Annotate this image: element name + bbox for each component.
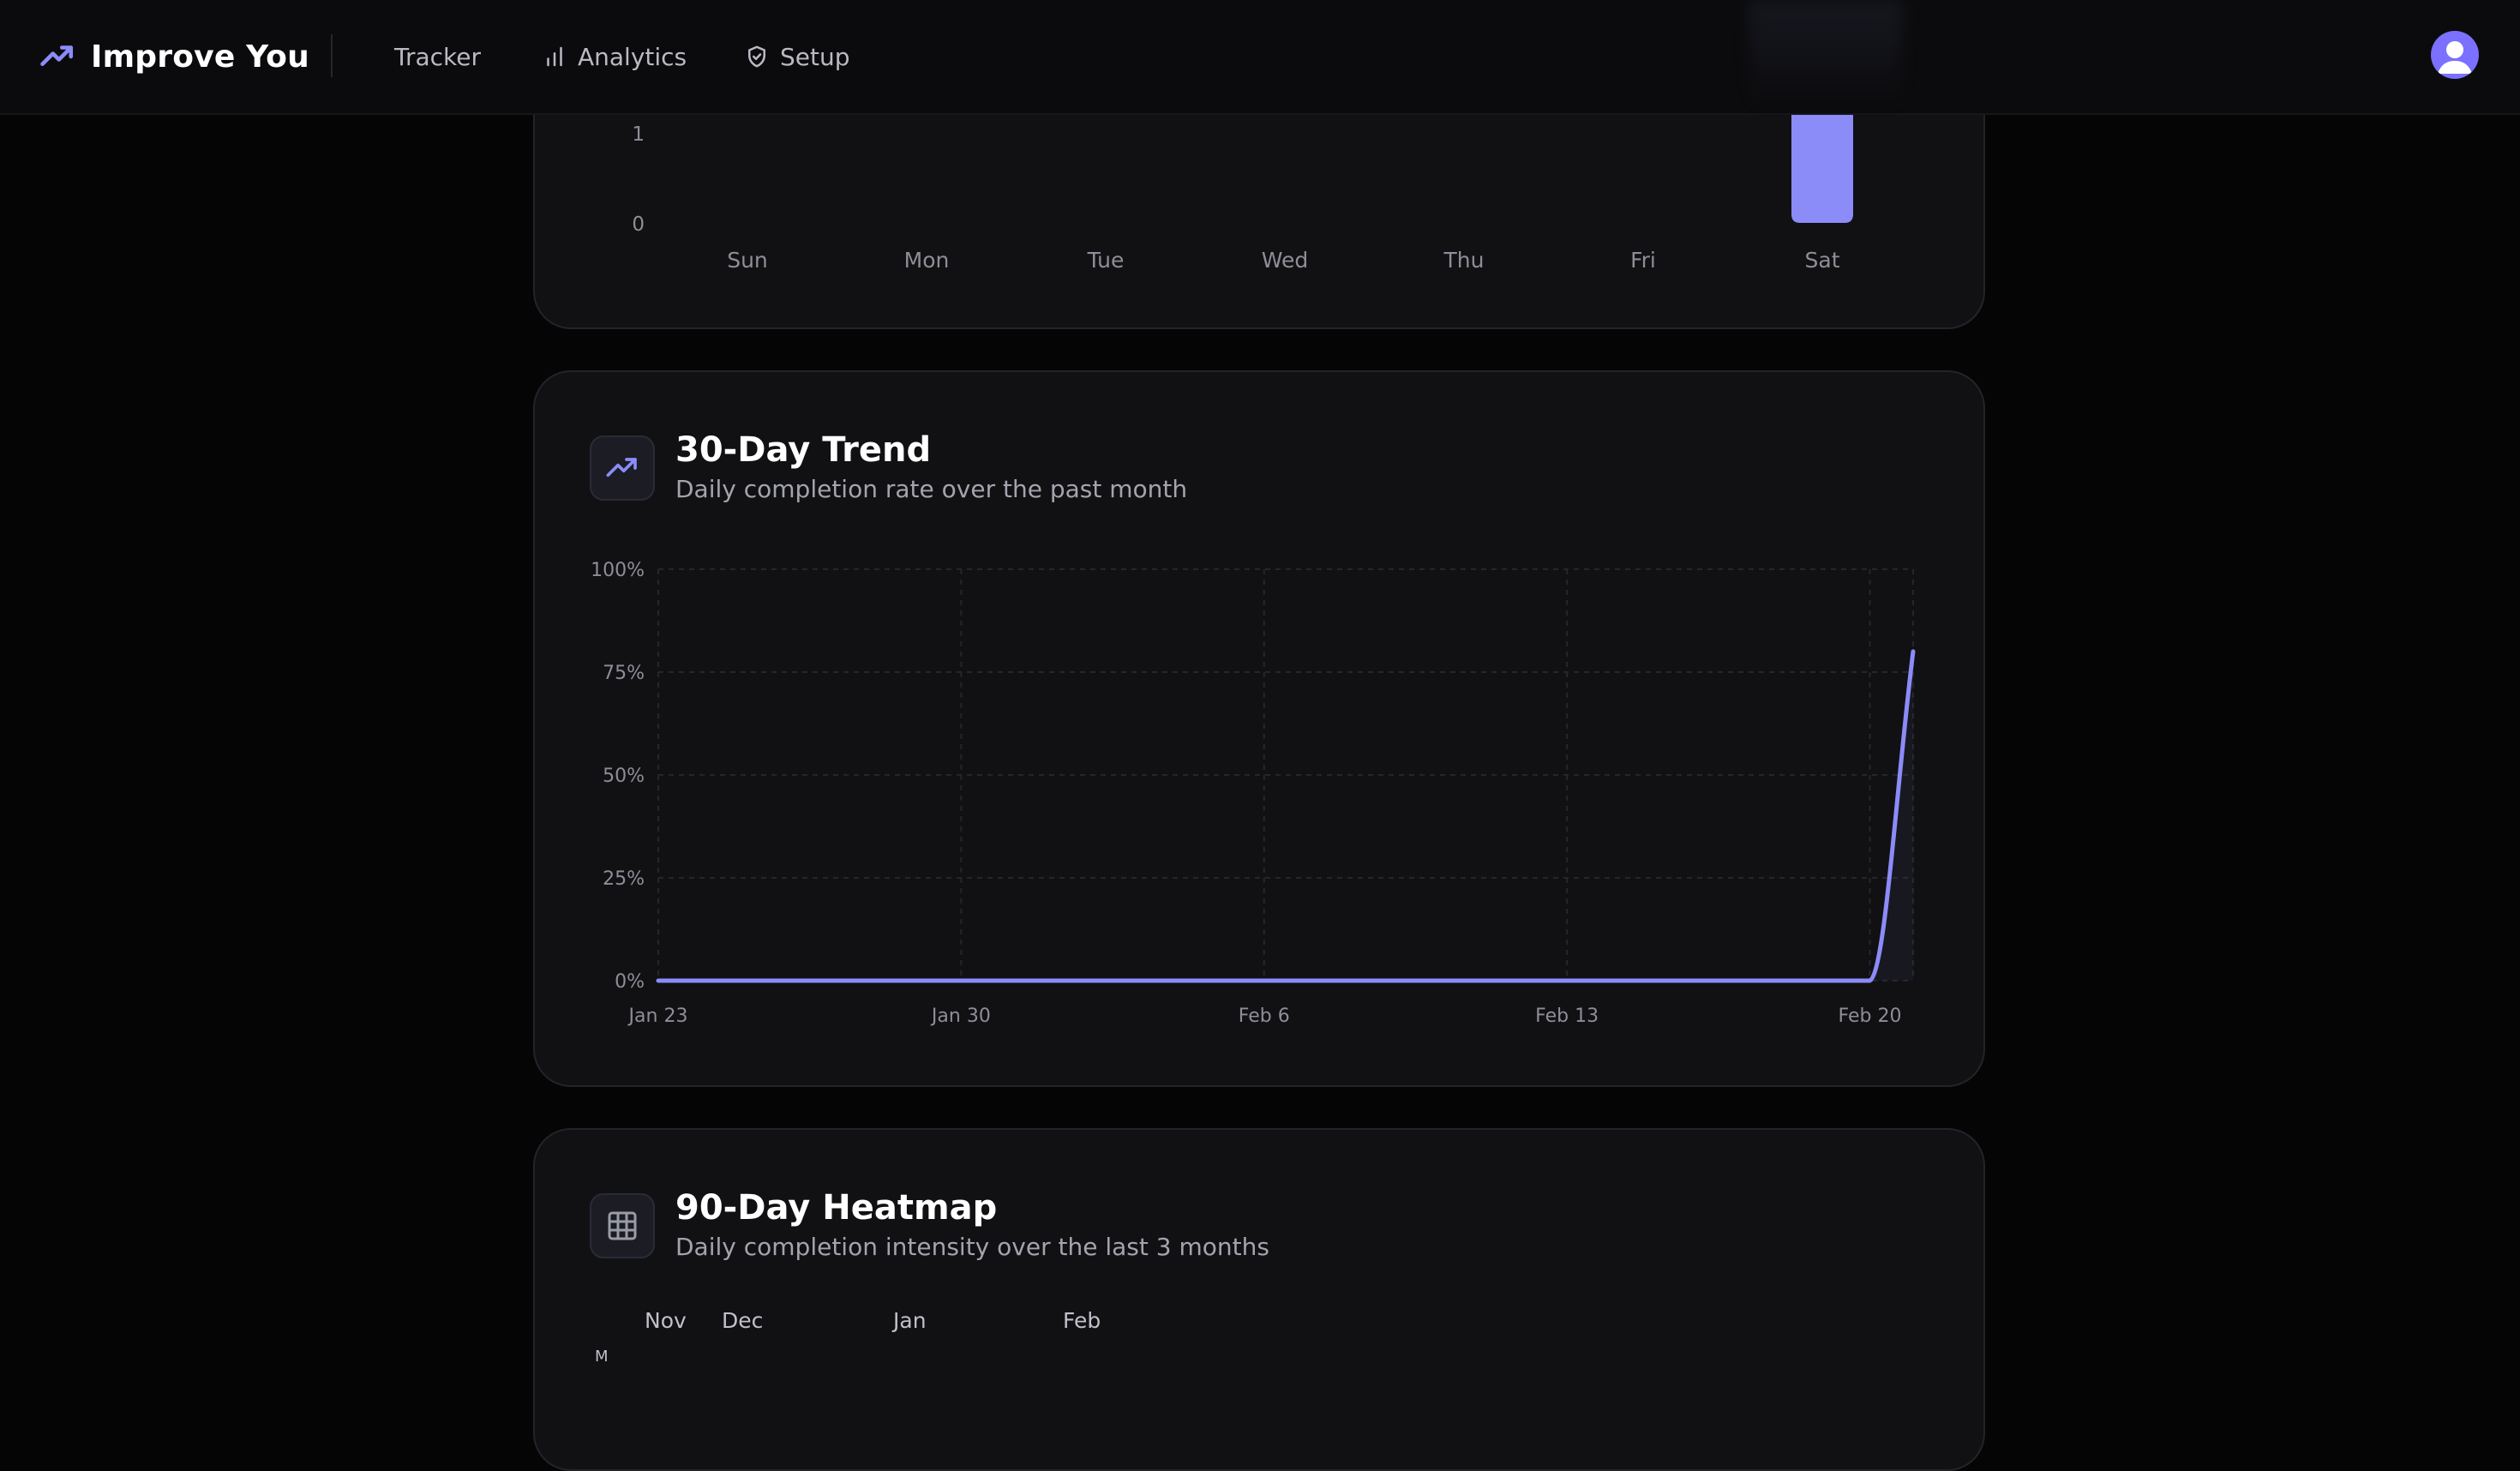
x-axis-tick-label: Wed: [1262, 248, 1309, 273]
trend-area-chart: 0% 25% 50% 75% 100% Jan 23 Jan 30 Feb 6 Feb 13 Fe…: [591, 560, 1916, 1027]
heatmap-month-label: Feb: [1063, 1308, 1101, 1333]
heatmap-card-subtitle: Daily completion intensity over the last…: [675, 1233, 1269, 1261]
nav-setup-link[interactable]: Setup: [744, 31, 850, 82]
trend-card-title: 30-Day Trend: [675, 430, 932, 470]
x-axis-tick-label: Fri: [1630, 248, 1656, 273]
user-icon: [2438, 41, 2472, 74]
heatmap-card: 90-Day Heatmap Daily completion intensit…: [533, 1128, 1985, 1471]
trend-card: 30-Day Trend Daily completion rate over …: [533, 370, 1985, 1087]
grid-icon: [608, 1211, 637, 1240]
bar: [1791, 115, 1853, 223]
shield-icon: [748, 45, 765, 68]
y-axis-tick-label: 100%: [591, 560, 645, 581]
y-axis-tick-label: 75%: [603, 663, 645, 684]
x-axis-tick-label: Thu: [1443, 248, 1485, 273]
x-axis-tick-label: Jan 30: [930, 1006, 991, 1027]
x-axis-tick-label: Sat: [1805, 248, 1840, 273]
x-axis-tick-label: Feb 6: [1239, 1006, 1290, 1027]
nav-analytics-link[interactable]: Analytics: [542, 31, 687, 82]
x-axis-tick-label: Feb 20: [1839, 1006, 1902, 1027]
heatmap-month-label: Jan: [893, 1308, 927, 1333]
trend-card-icon-box: [590, 435, 655, 501]
nav-tracker-link[interactable]: Tracker: [394, 31, 481, 82]
nav-setup-label: Setup: [780, 42, 850, 71]
heatmap-month-label: Dec: [722, 1308, 764, 1333]
y-axis-tick-label: 25%: [603, 868, 645, 890]
nav-analytics-label: Analytics: [578, 42, 687, 71]
y-axis-tick-label: 1: [632, 123, 645, 146]
heatmap-card-title: 90-Day Heatmap: [675, 1188, 998, 1228]
heatmap-month-label: Nov: [645, 1308, 687, 1333]
y-axis-tick-label: 0: [632, 213, 645, 236]
x-axis-tick-label: Sun: [727, 248, 768, 273]
weekly-bar-chart: 0 1 Sun Mon Tue Wed Thu Fri Sat: [632, 115, 1853, 273]
nav-tracker-label: Tracker: [394, 42, 482, 71]
top-navigation-bar: Improve You Tracker Analytics Setup: [0, 0, 2520, 115]
trend-card-subtitle: Daily completion rate over the past mont…: [675, 475, 1188, 503]
trending-up-icon: [606, 458, 637, 477]
user-avatar[interactable]: [2431, 31, 2479, 79]
nav-divider: [331, 34, 333, 77]
x-axis-tick-label: Jan 23: [627, 1006, 688, 1027]
series-area-fill: [658, 651, 1913, 981]
heatmap-card-icon-box: [590, 1193, 655, 1258]
bar-chart-icon: [547, 46, 562, 67]
x-axis-tick-label: Tue: [1087, 248, 1125, 273]
topbar-glow-decoration: [1749, 0, 1903, 113]
brand-logo[interactable]: Improve You: [39, 31, 309, 82]
series-line: [656, 649, 1916, 983]
heatmap-day-label: M: [595, 1348, 609, 1366]
y-axis-tick-label: 0%: [615, 971, 645, 993]
brand-name: Improve You: [91, 39, 309, 75]
trending-up-icon: [40, 45, 74, 67]
x-axis-tick-label: Feb 13: [1535, 1006, 1599, 1027]
y-axis-tick-label: 50%: [603, 766, 645, 787]
x-axis-tick-label: Mon: [904, 248, 950, 273]
